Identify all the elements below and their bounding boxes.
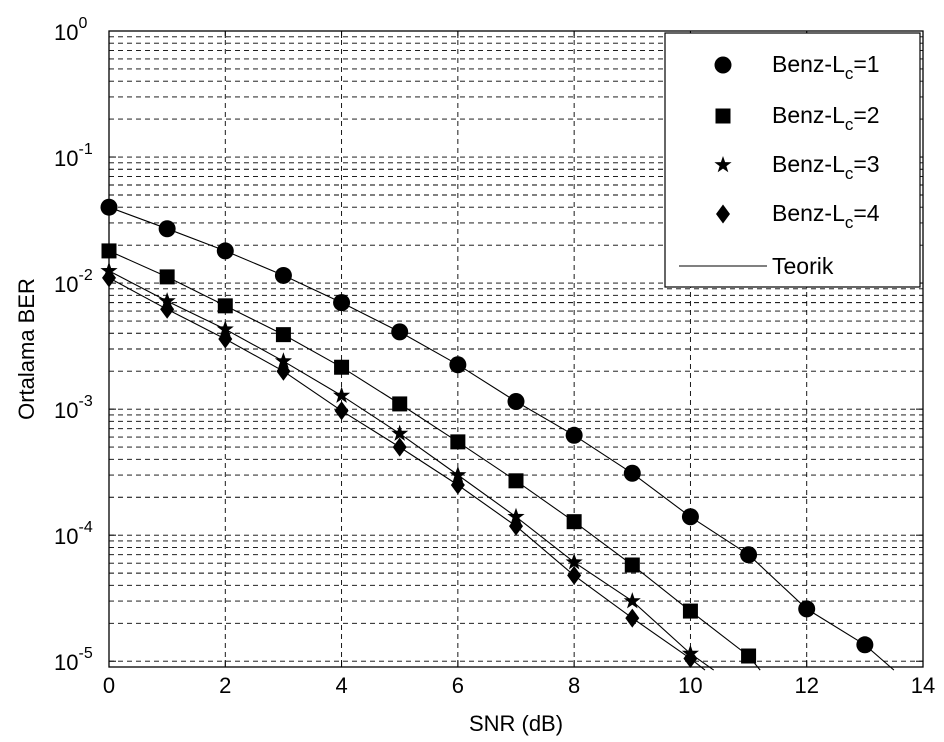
legend-marker-circle	[714, 56, 732, 74]
data-point-square	[508, 473, 524, 489]
legend-marker-diamond	[716, 204, 730, 224]
data-point-square	[275, 327, 291, 343]
y-tick-label: 10-2	[54, 267, 93, 297]
x-tick-label: 8	[568, 673, 580, 698]
data-point-star	[333, 386, 351, 403]
data-point-star	[565, 553, 583, 570]
data-point-star	[449, 466, 467, 483]
data-point-diamond	[683, 649, 698, 669]
data-point-circle	[391, 323, 409, 341]
data-point-circle	[449, 356, 467, 374]
data-point-star	[216, 320, 234, 337]
data-point-star	[507, 507, 525, 524]
data-point-circle	[740, 546, 758, 564]
x-tick-label: 6	[452, 673, 464, 698]
y-tick-label: 10-4	[54, 519, 93, 549]
legend-label: Benz-Lc=2	[772, 102, 880, 134]
legend: Benz-Lc=1 Benz-Lc=2 Benz-Lc=3 Benz-Lc=4 Teor…	[664, 32, 921, 288]
x-tick-label: 10	[678, 673, 702, 698]
data-point-circle	[565, 426, 583, 444]
data-point-diamond	[450, 475, 465, 495]
x-tick-label: 0	[103, 673, 115, 698]
data-point-square	[566, 514, 582, 530]
x-tick-label: 14	[911, 673, 935, 698]
legend-label: Benz-Lc=1	[772, 51, 880, 83]
data-point-circle	[681, 508, 699, 526]
data-point-square	[741, 648, 757, 664]
y-tick-label: 10-1	[54, 141, 93, 171]
teorik-curve	[108, 270, 715, 671]
data-point-star	[623, 592, 641, 609]
legend-box	[664, 32, 921, 288]
data-point-diamond	[567, 565, 582, 585]
x-tick-label: 2	[219, 673, 231, 698]
data-point-square	[159, 269, 175, 285]
data-point-circle	[333, 294, 351, 312]
data-point-circle	[798, 600, 816, 618]
data-point-square	[334, 359, 350, 375]
legend-marker-square	[715, 108, 731, 124]
data-point-square	[624, 557, 640, 573]
y-tick-label: 100	[54, 15, 87, 45]
y-axis-ticks: 100 10-1 10-2 10-3 10-4 10-5	[54, 15, 923, 675]
data-point-diamond	[276, 361, 291, 381]
y-tick-label: 10-3	[54, 393, 93, 423]
data-point-square	[682, 603, 698, 619]
legend-marker-star	[714, 156, 732, 173]
data-point-circle	[158, 220, 176, 238]
x-axis-label: SNR (dB)	[469, 711, 563, 736]
data-point-circle	[507, 392, 525, 410]
y-tick-label: 10-5	[54, 645, 93, 675]
data-point-diamond	[334, 401, 349, 421]
data-markers	[100, 198, 874, 669]
data-point-circle	[623, 464, 641, 482]
data-point-square	[392, 396, 408, 412]
x-tick-label: 12	[794, 673, 818, 698]
data-point-circle	[856, 636, 874, 654]
legend-label: Benz-Lc=4	[772, 200, 880, 232]
legend-label: Teorik	[772, 253, 834, 279]
data-point-diamond	[509, 516, 523, 536]
plot-frame	[108, 30, 924, 668]
data-point-star	[274, 352, 292, 369]
data-point-square	[217, 298, 233, 314]
x-axis-ticks: 0 2 4 6 8 10 12 14	[103, 31, 935, 698]
data-point-circle	[216, 242, 234, 260]
teorik-curve	[108, 277, 706, 671]
data-point-diamond	[625, 608, 640, 628]
data-point-diamond	[218, 329, 233, 349]
y-axis-label: Ortalama BER	[14, 278, 39, 420]
legend-label: Benz-Lc=3	[772, 151, 880, 183]
data-point-square	[450, 434, 466, 450]
data-point-star	[391, 424, 409, 441]
x-tick-label: 4	[335, 673, 347, 698]
data-point-circle	[274, 266, 292, 284]
data-point-diamond	[160, 299, 175, 319]
data-point-diamond	[392, 437, 407, 457]
